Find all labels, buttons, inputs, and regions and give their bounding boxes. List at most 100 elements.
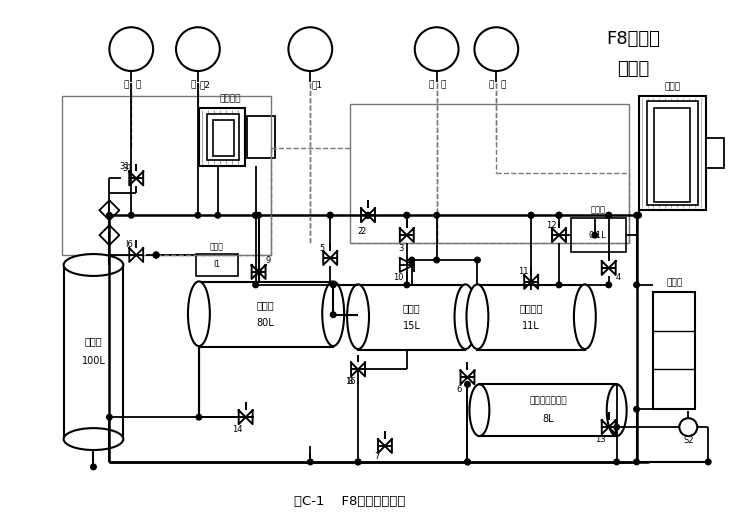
Circle shape [109,27,153,71]
Circle shape [606,213,612,218]
Bar [706,138,724,167]
Circle shape [330,282,336,288]
Bar [248,116,276,158]
Ellipse shape [469,385,489,436]
Text: 6: 6 [457,385,462,394]
Circle shape [606,213,612,218]
Circle shape [614,459,620,465]
Text: 11L: 11L [523,321,540,331]
Circle shape [366,213,371,218]
Circle shape [556,213,562,218]
Text: 14: 14 [232,424,243,433]
Bar [196,254,238,276]
Circle shape [465,459,470,465]
Circle shape [404,213,410,218]
Text: 7: 7 [374,452,380,461]
Text: I6: I6 [125,240,133,249]
Text: 15L: 15L [403,321,421,331]
Text: 2: 2 [357,227,363,236]
Circle shape [215,213,220,218]
Circle shape [636,213,641,218]
Ellipse shape [467,285,489,349]
Text: 8: 8 [347,377,353,386]
Bar [478,285,585,350]
Circle shape [634,459,640,465]
Ellipse shape [455,285,476,349]
Text: 辅: 辅 [190,80,195,89]
Circle shape [705,459,711,465]
Text: 制动缸: 制动缸 [403,303,421,313]
Circle shape [634,282,640,288]
Text: 2: 2 [360,227,366,236]
Ellipse shape [63,254,123,276]
Circle shape [404,282,410,288]
Ellipse shape [322,281,344,346]
Text: 易减室: 易减室 [590,206,605,215]
Circle shape [196,414,202,420]
Bar [213,120,234,156]
Circle shape [465,459,470,465]
Circle shape [614,424,620,430]
Text: 继电器: 继电器 [210,242,224,251]
Circle shape [107,414,112,420]
Bar [646,101,698,205]
Text: 贮风缸: 贮风缸 [85,337,102,347]
Text: 主机座: 主机座 [664,83,680,92]
Bar [63,265,123,439]
Text: 80L: 80L [256,318,274,328]
Circle shape [606,282,612,288]
Ellipse shape [188,281,210,346]
Circle shape [409,257,414,263]
Text: 副: 副 [429,80,434,89]
Text: 12: 12 [546,221,556,230]
Circle shape [256,269,262,275]
Text: F8试验台: F8试验台 [607,30,660,48]
Circle shape [153,252,159,258]
Circle shape [528,213,534,218]
Text: 图C-1    F8试验台原理图: 图C-1 F8试验台原理图 [294,495,406,508]
Text: 工1: 工1 [312,80,323,89]
Circle shape [153,252,159,258]
Circle shape [256,213,262,218]
Circle shape [253,282,259,288]
Text: S2: S2 [683,436,694,444]
Circle shape [330,312,336,318]
Circle shape [465,381,470,387]
Circle shape [327,213,333,218]
Circle shape [253,213,259,218]
Bar [199,108,245,166]
Circle shape [404,213,410,218]
Text: 压: 压 [136,80,141,89]
Text: 16: 16 [345,377,355,386]
Bar [654,108,691,203]
Circle shape [195,213,200,218]
Text: 同: 同 [441,80,447,89]
Circle shape [327,213,333,218]
Circle shape [475,257,481,263]
Circle shape [415,27,458,71]
Circle shape [107,213,112,218]
Circle shape [680,418,697,436]
Circle shape [528,213,534,218]
Bar [62,96,270,255]
Ellipse shape [347,285,369,349]
Text: 11: 11 [518,267,528,277]
Circle shape [556,213,562,218]
Text: 9: 9 [266,256,271,265]
Text: 制动管容积风缸: 制动管容积风缸 [529,397,567,406]
Circle shape [288,27,332,71]
Text: 制动阀座: 制动阀座 [219,94,241,104]
Bar [654,292,695,409]
Circle shape [91,464,97,470]
Bar [638,96,706,210]
Circle shape [634,213,640,218]
Circle shape [128,213,134,218]
Circle shape [176,27,220,71]
Circle shape [307,459,313,465]
Ellipse shape [63,428,123,450]
Circle shape [434,213,439,218]
Text: 4: 4 [616,274,621,282]
Circle shape [355,459,361,465]
Text: 制: 制 [489,80,494,89]
Circle shape [556,213,562,218]
